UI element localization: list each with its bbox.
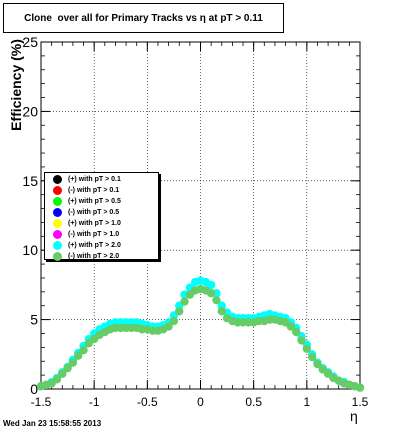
- legend-marker-icon: [53, 175, 62, 184]
- tick-labels: -1.5 -1 -0.5 0 0.5 1 1.5 0 5 10 15 20 25: [22, 34, 368, 409]
- legend-entry: (-) with pT > 0.5: [45, 207, 119, 218]
- data-point: [286, 322, 296, 331]
- y-axis-label: Efficiency (%): [8, 39, 24, 131]
- legend-marker-icon: [53, 219, 62, 228]
- x-tick-label: 1: [303, 395, 310, 409]
- y-tick-label: 0: [30, 381, 38, 397]
- legend-label: (-) with pT > 1.0: [68, 231, 120, 238]
- y-tick-label: 10: [22, 242, 38, 258]
- legend: (+) with pT > 0.1 (-) with pT > 0.1 (+) …: [44, 172, 159, 262]
- data-point: [206, 289, 216, 298]
- data-point: [307, 352, 317, 362]
- x-tick-label: 0.5: [245, 395, 262, 409]
- legend-label: (+) with pT > 2.0: [68, 242, 121, 249]
- legend-entry: (+) with pT > 0.5: [45, 196, 121, 207]
- legend-entry: (+) with pT > 2.0: [45, 240, 121, 251]
- data-point: [355, 383, 365, 392]
- data-point: [68, 358, 78, 367]
- data-point: [175, 307, 184, 316]
- y-tick-label: 5: [30, 312, 38, 328]
- data-points: [36, 276, 365, 392]
- legend-marker-icon: [53, 186, 62, 195]
- data-point: [217, 307, 226, 316]
- legend-marker-icon: [53, 230, 62, 239]
- legend-label: (-) with pT > 0.1: [68, 187, 120, 194]
- legend-label: (+) with pT > 1.0: [68, 220, 121, 227]
- y-tick-label: 15: [22, 173, 38, 189]
- legend-marker-icon: [53, 208, 62, 217]
- data-point: [313, 359, 322, 369]
- data-point: [164, 322, 173, 331]
- x-tick-label: -1.5: [31, 395, 52, 409]
- x-tick-label: -0.5: [137, 395, 158, 409]
- legend-label: (+) with pT > 0.5: [68, 198, 121, 205]
- legend-label: (-) with pT > 2.0: [68, 253, 120, 260]
- y-tick-label: 20: [22, 103, 38, 119]
- legend-entry: (+) with pT > 0.1: [45, 174, 121, 185]
- data-point: [169, 316, 179, 326]
- data-point: [206, 280, 216, 290]
- legend-marker-icon: [53, 241, 62, 250]
- data-point: [52, 375, 62, 384]
- legend-entry: (+) with pT > 1.0: [45, 218, 121, 229]
- legend-marker-icon: [53, 197, 62, 206]
- data-point: [63, 363, 72, 373]
- legend-marker-icon: [53, 252, 62, 261]
- legend-entry: (-) with pT > 2.0: [45, 251, 119, 262]
- data-point: [292, 327, 301, 337]
- legend-entry: (-) with pT > 1.0: [45, 229, 119, 240]
- data-point: [297, 336, 306, 345]
- data-point: [302, 344, 312, 353]
- data-point: [58, 369, 67, 378]
- x-axis-label: η: [350, 408, 358, 424]
- y-tick-label: 25: [22, 34, 38, 50]
- data-point: [212, 295, 221, 305]
- x-tick-label: -1: [89, 395, 100, 409]
- legend-label: (+) with pT > 0.1: [68, 176, 121, 183]
- data-point: [74, 351, 83, 360]
- x-tick-label: 1.5: [352, 395, 369, 409]
- timestamp-footer: Wed Jan 23 15:58:55 2013: [3, 419, 102, 428]
- grid-lines: [41, 42, 360, 389]
- chart-title: Clone over all for Primary Tracks vs η a…: [3, 3, 284, 33]
- data-point: [180, 297, 189, 306]
- legend-entry: (-) with pT > 0.1: [45, 185, 119, 196]
- legend-label: (-) with pT > 0.5: [68, 209, 120, 216]
- x-tick-label: 0: [197, 395, 204, 409]
- data-point: [79, 345, 88, 355]
